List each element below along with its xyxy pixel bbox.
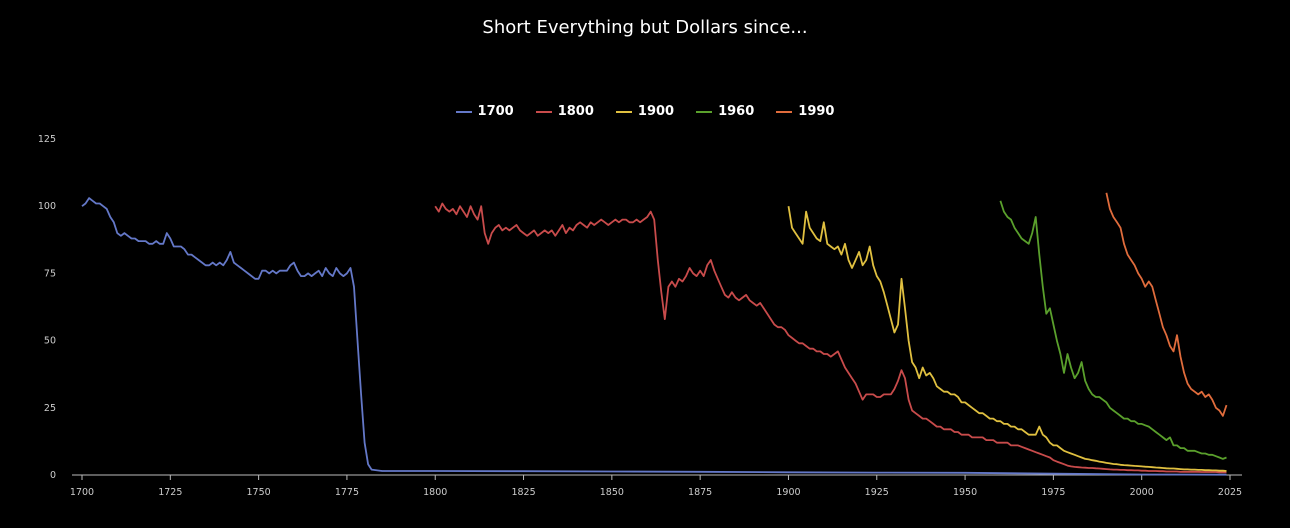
y-axis: 0 25 50 75 100 125	[38, 134, 56, 481]
x-tick-label: 1975	[1041, 487, 1065, 498]
x-tick-label: 1800	[423, 487, 447, 498]
legend-swatch-1900	[615, 110, 632, 113]
y-tick-label: 100	[38, 201, 56, 212]
x-tick-label: 1850	[600, 487, 624, 498]
plot-lines	[81, 192, 1228, 476]
x-axis: 1700 1725 1750 1775 1800 1825 1850 1875 1900 1925…	[70, 474, 1242, 498]
x-tick-label: 1950	[953, 487, 977, 498]
x-tick-label: 1925	[865, 487, 889, 498]
chart-title: Short Everything but Dollars since...	[482, 17, 808, 38]
legend-item-1800[interactable]: 1800	[535, 104, 594, 119]
legend-label-1700: 1700	[477, 104, 514, 119]
legend-swatch-1800	[535, 110, 552, 113]
x-tick-label: 1875	[688, 487, 712, 498]
series-line-1990[interactable]	[1105, 192, 1228, 417]
x-tick-label: 1825	[511, 487, 535, 498]
series-line-1960[interactable]	[999, 200, 1227, 460]
legend-label-1960: 1960	[718, 104, 755, 119]
x-tick-label: 1725	[158, 487, 182, 498]
x-tick-label: 1900	[776, 487, 800, 498]
y-tick-label: 50	[44, 336, 56, 347]
legend: 1700 1800 1900 1960 1990	[0, 104, 1290, 119]
series-line-1700[interactable]	[81, 197, 1227, 476]
legend-item-1900[interactable]: 1900	[615, 104, 675, 119]
legend-item-1700[interactable]: 1700	[455, 104, 514, 119]
legend-swatch-1700	[455, 110, 472, 113]
legend-label-1900: 1900	[637, 104, 675, 119]
x-tick-label: 1775	[335, 487, 359, 498]
legend-swatch-1960	[696, 110, 713, 113]
series-line-1900[interactable]	[787, 206, 1227, 472]
series-line-1800[interactable]	[434, 202, 1227, 474]
legend-label-1800: 1800	[557, 104, 594, 119]
legend-label-1990: 1990	[798, 104, 835, 119]
y-tick-label: 125	[38, 134, 56, 145]
legend-item-1960[interactable]: 1960	[696, 104, 754, 119]
legend-swatch-1990	[776, 110, 793, 113]
x-tick-label: 2025	[1218, 487, 1242, 498]
x-tick-label: 1750	[247, 487, 271, 498]
x-tick-label: 2000	[1130, 487, 1154, 498]
x-tick-label: 1700	[70, 487, 94, 498]
y-tick-label: 75	[44, 268, 56, 279]
legend-item-1990[interactable]: 1990	[776, 104, 834, 119]
y-tick-label: 0	[50, 470, 56, 481]
y-tick-label: 25	[44, 403, 56, 414]
